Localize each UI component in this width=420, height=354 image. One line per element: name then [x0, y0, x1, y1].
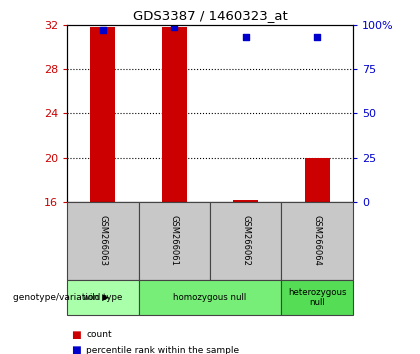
Text: GSM266061: GSM266061 [170, 215, 179, 266]
Text: ■: ■ [71, 330, 81, 339]
Text: homozygous null: homozygous null [173, 293, 247, 302]
Title: GDS3387 / 1460323_at: GDS3387 / 1460323_at [133, 9, 287, 22]
Text: ■: ■ [71, 346, 81, 354]
Bar [304, 158, 330, 202]
Text: count: count [86, 330, 112, 339]
Text: GSM266064: GSM266064 [312, 215, 322, 266]
Point [100, 27, 106, 33]
Text: GSM266062: GSM266062 [241, 215, 250, 266]
Bar [90, 27, 116, 202]
Text: genotype/variation ▶: genotype/variation ▶ [13, 293, 109, 302]
Text: wild type: wild type [83, 293, 123, 302]
Point [242, 34, 249, 40]
Text: heterozygous
null: heterozygous null [288, 288, 346, 307]
Bar [162, 27, 187, 202]
Text: percentile rank within the sample: percentile rank within the sample [86, 346, 239, 354]
Point [171, 24, 178, 29]
Bar [233, 200, 258, 202]
Point [314, 34, 320, 40]
Text: GSM266063: GSM266063 [98, 215, 108, 266]
